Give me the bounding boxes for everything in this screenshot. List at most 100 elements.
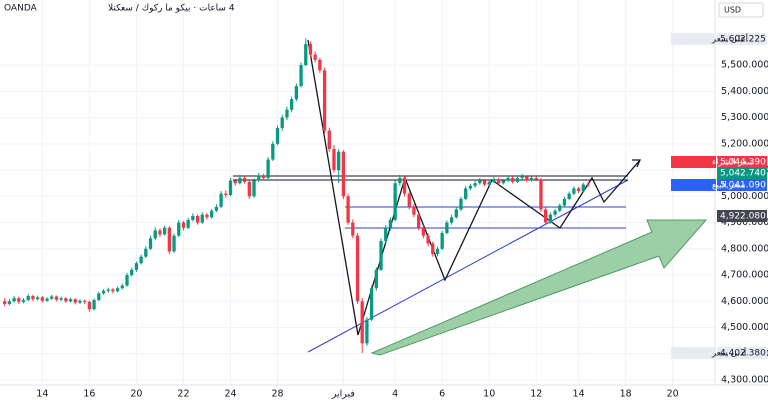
x-tick-label: 10 bbox=[483, 389, 495, 400]
symbol-title: 4 ساعات · بيكو ما ركوك / سعكنلا bbox=[108, 4, 235, 14]
candle-body bbox=[322, 70, 327, 131]
candle-body bbox=[224, 193, 228, 195]
candle-body bbox=[68, 299, 73, 302]
candle-body bbox=[31, 296, 35, 300]
candle-body bbox=[318, 59, 322, 71]
candle-body bbox=[440, 233, 444, 249]
candle-body bbox=[205, 214, 209, 218]
price-badge-name-bg bbox=[671, 156, 716, 168]
currency[interactable]: USD bbox=[724, 6, 741, 15]
candle-body bbox=[21, 299, 26, 302]
candle-body bbox=[459, 198, 463, 210]
price-badge-value: 4,402.380 bbox=[720, 349, 766, 359]
y-tick-label: 5,000.000 bbox=[721, 191, 768, 202]
x-tick-label: 6 bbox=[439, 389, 445, 400]
candle-body bbox=[115, 288, 120, 292]
candle-body bbox=[511, 177, 515, 182]
candle-body bbox=[139, 256, 143, 264]
candle-body bbox=[83, 300, 87, 302]
candle-body bbox=[35, 297, 40, 300]
candle-body bbox=[92, 299, 96, 310]
candle-body bbox=[482, 180, 487, 185]
candle-body bbox=[412, 206, 416, 215]
candle-body bbox=[496, 179, 501, 184]
candle-body bbox=[3, 301, 7, 304]
candle-body bbox=[374, 269, 378, 289]
candle-body bbox=[40, 297, 44, 301]
candle-body bbox=[120, 285, 124, 289]
candle-body bbox=[134, 263, 139, 270]
x-tick-label: 24 bbox=[224, 389, 236, 400]
broker: OANDA bbox=[4, 4, 38, 14]
candle-body bbox=[252, 180, 256, 197]
grid bbox=[0, 0, 715, 385]
price-badge-value: 4,922.080 bbox=[720, 212, 766, 222]
price-badge-name-bg bbox=[671, 33, 716, 45]
candle-body bbox=[525, 176, 529, 181]
arrow-head bbox=[632, 159, 641, 168]
candle-body bbox=[379, 240, 383, 270]
candle-body bbox=[398, 177, 402, 184]
price-badge-name-bg bbox=[671, 179, 716, 191]
candle-body bbox=[7, 301, 12, 304]
candle-body bbox=[257, 175, 261, 181]
candle-body bbox=[130, 269, 134, 276]
x-tick-label: 20 bbox=[130, 389, 142, 400]
price-badge-value: 5,044.390 bbox=[720, 158, 766, 168]
candle-body bbox=[219, 193, 223, 207]
candle-body bbox=[558, 205, 562, 211]
candle-body bbox=[54, 296, 59, 300]
drawings bbox=[233, 39, 708, 356]
candle-body bbox=[106, 289, 110, 291]
candle-body bbox=[289, 99, 294, 110]
candle-body bbox=[355, 235, 360, 302]
candle-body bbox=[181, 222, 186, 228]
candle-body bbox=[12, 298, 16, 302]
candle-body bbox=[191, 215, 195, 220]
candle-body bbox=[548, 214, 553, 223]
candle-body bbox=[280, 117, 284, 129]
candle-body bbox=[445, 222, 449, 234]
y-tick-label: 4,800.000 bbox=[721, 243, 768, 254]
candle-body bbox=[478, 180, 482, 184]
candle-body bbox=[238, 177, 242, 184]
candle-body bbox=[101, 290, 106, 294]
candle-body bbox=[360, 301, 364, 344]
candle-body bbox=[337, 151, 341, 171]
candle-body bbox=[144, 248, 148, 257]
y-tick-label: 4,600.000 bbox=[721, 296, 768, 307]
candle-body bbox=[285, 109, 289, 118]
candle-body bbox=[261, 175, 266, 178]
x-tick-label: 18 bbox=[620, 389, 632, 400]
candle-body bbox=[59, 298, 63, 300]
candle-body bbox=[214, 206, 219, 211]
candle-body bbox=[393, 183, 397, 220]
x-tick-label: 22 bbox=[177, 389, 189, 400]
currency-button[interactable] bbox=[718, 2, 764, 18]
candle-body bbox=[449, 217, 454, 223]
candle-body bbox=[402, 177, 407, 194]
candle-body bbox=[50, 296, 54, 299]
candle-body bbox=[233, 180, 237, 184]
price-badge-name: أدنى سعر bbox=[711, 347, 746, 359]
candle-body bbox=[148, 238, 153, 249]
candle-body bbox=[468, 185, 473, 189]
price-badge-name-bg bbox=[671, 347, 716, 359]
y-tick-label: 4,300.000 bbox=[721, 375, 768, 386]
candle-body bbox=[97, 293, 101, 300]
candle-body bbox=[228, 180, 233, 195]
candle-body bbox=[186, 219, 190, 228]
candle-body bbox=[177, 222, 181, 236]
price-badge bbox=[717, 179, 767, 191]
candle-body bbox=[553, 210, 557, 215]
candle-body bbox=[576, 188, 581, 192]
candle-body bbox=[73, 299, 77, 303]
candle-body bbox=[111, 289, 115, 292]
candle-body bbox=[162, 227, 167, 235]
price-badge bbox=[717, 167, 767, 179]
zigzag bbox=[307, 39, 641, 336]
candle-body bbox=[581, 184, 585, 192]
candle-body bbox=[299, 65, 303, 87]
